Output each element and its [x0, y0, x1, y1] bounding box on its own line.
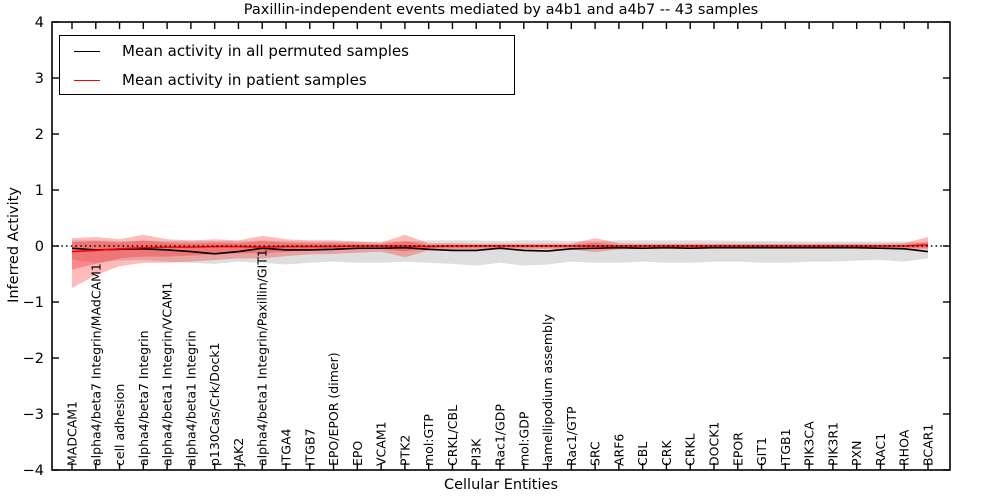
x-tick-label: GIT1 — [754, 437, 769, 466]
y-tick-label: 0 — [35, 239, 44, 255]
x-tick-label: RHOA — [897, 429, 912, 466]
legend-entry-permuted: Mean activity in all permuted samples — [60, 37, 514, 65]
x-tick-label: cell adhesion — [112, 384, 127, 466]
x-tick-label: JAK2 — [231, 438, 246, 467]
x-tick-label: lamellipodium assembly — [540, 314, 555, 466]
x-tick-label: MADCAM1 — [65, 401, 80, 466]
x-tick-label: EPO/EPOR (dimer) — [326, 352, 341, 466]
x-tick-label: alpha4/beta1 Integrin — [183, 330, 198, 466]
y-tick-label: −4 — [23, 463, 44, 479]
x-tick-label: Rac1/GDP — [493, 404, 508, 466]
x-tick-label: CRKL/CBL — [445, 405, 460, 466]
y-tick-label: −3 — [23, 407, 44, 423]
x-tick-label: PI3K — [469, 438, 484, 466]
y-tick-label: −2 — [23, 351, 44, 367]
legend-line-patient-icon — [74, 79, 100, 81]
y-tick-label: 4 — [35, 15, 44, 31]
legend-line-permuted-icon — [74, 50, 100, 52]
series-line-0 — [71, 246, 929, 255]
x-tick-label: VCAM1 — [374, 421, 389, 466]
x-tick-label: alpha4/beta1 Integrin/VCAM1 — [160, 282, 175, 466]
y-tick-label: −1 — [23, 295, 44, 311]
x-tick-label: ITGA4 — [279, 428, 294, 466]
x-tick-label: Rac1/GTP — [564, 406, 579, 466]
x-tick-label: ITGB1 — [778, 428, 793, 466]
x-tick-label: alpha4/beta1 Integrin/Paxillin/GIT1 — [255, 249, 270, 466]
x-tick-label: mol:GDP — [516, 411, 531, 466]
x-tick-label: SRC — [588, 441, 603, 466]
x-tick-label: CRK — [659, 440, 674, 466]
x-tick-label: alpha4/beta7 Integrin/MAdCAM1 — [88, 263, 103, 466]
x-tick-label: ARF6 — [611, 434, 626, 466]
x-tick-label: p130Cas/Crk/Dock1 — [207, 342, 222, 466]
x-tick-label: mol:GTP — [421, 414, 436, 466]
x-axis-title: Cellular Entities — [443, 477, 559, 493]
x-tick-label: CBL — [635, 442, 650, 466]
chart-title: Paxillin-independent events mediated by … — [243, 2, 759, 18]
x-tick-label: DOCK1 — [707, 422, 722, 466]
y-axis-title: Inferred Activity — [6, 187, 22, 303]
x-tick-label: PIK3CA — [802, 421, 817, 466]
x-tick-label: PTK2 — [397, 435, 412, 466]
x-tick-label: EPOR — [730, 432, 745, 466]
x-tick-label: PXN — [849, 441, 864, 466]
legend-label-patient: Mean activity in patient samples — [122, 71, 367, 89]
x-tick-label: RAC1 — [873, 433, 888, 466]
y-tick-label: 1 — [35, 183, 44, 199]
x-tick-label: alpha4/beta7 Integrin — [136, 330, 151, 466]
x-tick-label: ITGB7 — [302, 428, 317, 466]
y-tick-label: 2 — [35, 127, 44, 143]
x-tick-label: EPO — [350, 441, 365, 466]
legend-entry-patient: Mean activity in patient samples — [60, 66, 514, 94]
y-tick-label: 3 — [35, 71, 44, 87]
x-tick-label: CRKL — [683, 433, 698, 466]
x-tick-label: PIK3R1 — [825, 422, 840, 466]
legend-label-permuted: Mean activity in all permuted samples — [122, 42, 409, 60]
legend: Mean activity in all permuted samples Me… — [59, 35, 515, 95]
x-tick-label: BCAR1 — [921, 424, 936, 466]
